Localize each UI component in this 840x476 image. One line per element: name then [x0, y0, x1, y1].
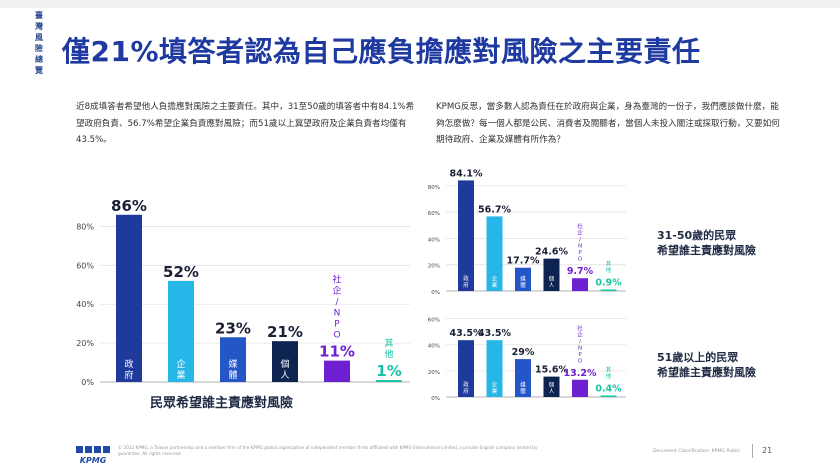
value-label: 29%	[512, 347, 535, 358]
y-tick-label: 80%	[76, 222, 94, 231]
category-label: 社企/N P O	[577, 222, 583, 263]
value-label: 0.4%	[595, 384, 622, 395]
category-label: 政府	[463, 381, 469, 396]
side-tab-char: 險	[35, 44, 43, 53]
category-label: 媒體	[520, 276, 526, 290]
category-label: 媒體	[520, 382, 526, 396]
side-section-tab: 臺 灣 風 險 總 覽	[30, 10, 48, 76]
side-tab-char: 臺	[35, 11, 43, 20]
y-tick-label: 40%	[76, 300, 94, 309]
footer-divider	[752, 444, 753, 458]
value-label: 43.5%	[450, 328, 483, 339]
caption-line: 51歲以上的民眾	[657, 351, 739, 364]
y-tick-label: 60%	[76, 261, 94, 270]
y-tick-label: 40%	[428, 237, 440, 243]
kpmg-logo: KPMG	[76, 446, 110, 465]
page-number: 21	[762, 446, 773, 455]
category-label: 企業	[176, 358, 185, 381]
age-31-50-caption: 31-50歲的民眾 希望誰主責應對風險	[657, 228, 756, 258]
side-tab-char: 覽	[35, 66, 43, 75]
bar	[458, 340, 474, 397]
value-label: 1%	[376, 362, 401, 380]
bar	[116, 214, 142, 382]
category-label: 個人	[280, 358, 289, 381]
age-31-50-bar-chart: 0% 20% 40% 60% 80% 政府 84.1% 企業 56.7% 媒體 17.7% 個人 24.…	[428, 168, 626, 296]
value-label: 84.1%	[450, 168, 483, 179]
category-label: 企業	[492, 381, 498, 396]
category-label: 政府	[463, 275, 469, 290]
category-label: 個人	[549, 381, 555, 396]
bar	[572, 379, 588, 397]
value-label: 52%	[163, 263, 199, 281]
age-51-plus-caption: 51歲以上的民眾 希望誰主責應對風險	[657, 350, 756, 380]
category-label: 企業	[492, 275, 498, 290]
value-label: 15.6%	[535, 365, 568, 376]
bar	[486, 216, 503, 291]
y-tick-label: 20%	[76, 339, 94, 348]
y-tick-label: 60%	[428, 318, 440, 324]
page-title: 僅21%填答者認為自己應負擔應對風險之主要責任	[62, 35, 701, 68]
value-label: 13.2%	[564, 368, 597, 379]
y-tick-label: 60%	[428, 211, 440, 217]
category-label: 媒體	[228, 359, 237, 381]
category-label: 社企/N P O	[332, 274, 341, 341]
y-tick-label: 0%	[431, 290, 440, 296]
bar	[515, 267, 531, 291]
bar	[515, 359, 531, 397]
value-label: 9.7%	[567, 266, 594, 277]
age-51-plus-bar-chart: 0% 20% 40% 60% 政府 43.5% 企業 43.5% 媒體 29% 個人 15.6% 社企/…	[428, 318, 626, 402]
value-label: 86%	[111, 197, 147, 215]
bar	[600, 289, 617, 291]
y-tick-label: 20%	[428, 370, 440, 376]
value-label: 11%	[319, 343, 355, 361]
y-tick-label: 0%	[81, 378, 94, 387]
category-label: 社企/N P O	[577, 324, 583, 364]
caption-line: 希望誰主責應對風險	[657, 366, 756, 379]
value-label: 24.6%	[535, 247, 568, 258]
bar	[543, 376, 560, 397]
main-bar-chart: 0% 20% 40% 60% 80% 政府 86% 企業 52% 媒體 23% 個人 21% 社企/N P O…	[76, 197, 410, 387]
y-tick-label: 0%	[431, 396, 440, 402]
y-tick-label: 80%	[428, 185, 440, 191]
bar	[376, 380, 402, 382]
intro-paragraph: 近8成填答者希望他人負擔應對風險之主要責任。其中，31至50歲的填答者中有84.…	[76, 102, 415, 145]
caption-line: 31-50歲的民眾	[657, 229, 737, 242]
side-tab-char: 總	[35, 55, 43, 64]
bar	[572, 278, 588, 291]
bar	[168, 280, 194, 382]
bar	[220, 337, 246, 382]
value-label: 0.9%	[595, 278, 622, 289]
bar	[486, 340, 503, 397]
y-tick-label: 20%	[428, 264, 440, 270]
category-label: 其他	[606, 260, 612, 275]
side-tab-char: 灣	[35, 22, 43, 31]
category-label: 政府	[124, 358, 133, 381]
bar	[600, 395, 617, 397]
side-tab-char: 風	[35, 33, 43, 42]
reflection-paragraph: KPMG反思，當多數人認為責任在於政府與企業，身為臺灣的一份子，我們應該做什麼，…	[436, 102, 780, 145]
document-classification: Document Classification: KPMG Public	[653, 449, 741, 454]
category-label: 個人	[549, 275, 555, 290]
top-strip	[0, 0, 840, 8]
bar	[543, 258, 560, 291]
bar	[272, 341, 298, 382]
main-chart-caption: 民眾希望誰主責應對風險	[150, 396, 294, 411]
value-label: 56.7%	[478, 204, 511, 215]
kpmg-logo-text: KPMG	[80, 456, 107, 465]
category-label: 其他	[606, 366, 612, 381]
caption-line: 希望誰主責應對風險	[657, 244, 756, 257]
value-label: 17.7%	[507, 256, 540, 267]
footer-legal: © 2022 KPMG, a Taiwan partnership and a …	[118, 445, 538, 456]
value-label: 21%	[267, 323, 303, 341]
y-tick-label: 40%	[428, 344, 440, 350]
value-label: 23%	[215, 319, 251, 337]
category-label: 其他	[384, 338, 393, 360]
bar	[458, 180, 474, 291]
bar	[324, 360, 350, 382]
value-label: 43.5%	[478, 328, 511, 339]
